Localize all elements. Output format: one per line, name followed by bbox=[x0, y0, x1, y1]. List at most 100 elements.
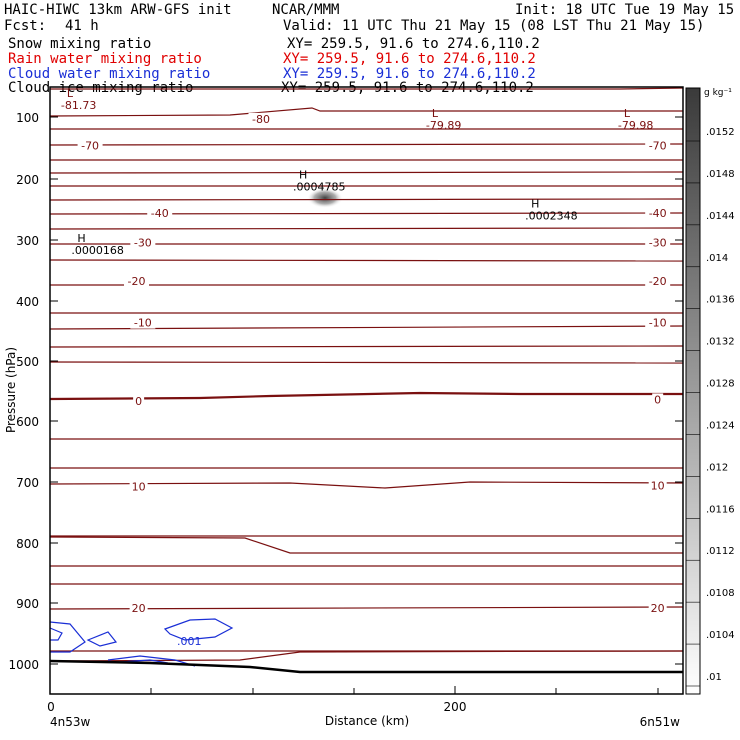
field-cloudwater-name: Cloud water mixing ratio bbox=[8, 66, 211, 82]
y-tick-label: 900 bbox=[16, 597, 39, 611]
isotherm-contour bbox=[49, 212, 684, 215]
field-snow-name: Snow mixing ratio bbox=[8, 36, 152, 52]
contour-label-background bbox=[124, 274, 150, 287]
extrema-labels: L-81.73L-79.89L-79.98H.0004785H.0002348H… bbox=[61, 87, 654, 257]
temperature-contour-label: 20 bbox=[132, 602, 146, 615]
cloud-ice-maximum-shading bbox=[307, 188, 343, 208]
temperature-contour-label: -40 bbox=[649, 207, 667, 220]
temperature-contour-label: -70 bbox=[649, 140, 667, 153]
isotherm-contour bbox=[49, 391, 683, 401]
colorbar-tick-label: .0132 bbox=[706, 337, 735, 348]
contour-label-background bbox=[652, 393, 664, 406]
contour-label-background bbox=[130, 316, 156, 329]
cloud-water-contour bbox=[49, 627, 63, 641]
x-tick-label: 200 bbox=[444, 700, 467, 714]
isotherm-contour bbox=[49, 107, 683, 117]
temperature-contour-label: 10 bbox=[132, 480, 146, 493]
contour-label-background bbox=[645, 207, 671, 220]
colorbar-tick-label: .0136 bbox=[706, 295, 735, 306]
isotherm-contour bbox=[49, 606, 684, 610]
isotherm-contour bbox=[49, 481, 684, 489]
colorbar-tick-label: .0108 bbox=[706, 588, 735, 599]
temperature-contour-labels: -80 -70 -70 -40 -40 -30 -30 -20 -20 -10 -10 0 0 10 10 2… bbox=[77, 112, 671, 615]
y-axis-title: Pressure (hPa) bbox=[4, 347, 18, 433]
contour-label-background bbox=[645, 316, 671, 329]
temperature-contour-label: -20 bbox=[128, 275, 146, 288]
cloud-water-label-group: .001 bbox=[177, 635, 202, 648]
terrain-surface-line bbox=[49, 659, 683, 674]
plot-frame bbox=[49, 86, 684, 695]
temperature-contour-label: -30 bbox=[134, 236, 152, 249]
x-end-location: 6n51w bbox=[640, 715, 681, 729]
y-tick-label: 1000 bbox=[8, 658, 39, 672]
low-marker: L bbox=[67, 87, 74, 100]
colorbar-ticks: .0152 .0148 .0144 .014 .0136 .0132 .0128 .0124.… bbox=[686, 127, 735, 687]
contour-label-background bbox=[648, 479, 667, 492]
low-marker: L bbox=[432, 107, 439, 120]
init-time: Init: 18 UTC Tue 19 May 15 bbox=[515, 2, 735, 18]
temperature-contour-label: 10 bbox=[651, 480, 665, 493]
y-tick-labels: 100 200 300 400 500 600 700 800 900 1000 bbox=[8, 111, 39, 672]
forecast-hours: 41 h bbox=[65, 18, 99, 34]
cloud-water-contour bbox=[86, 631, 118, 647]
extremum-value: .0004785 bbox=[293, 180, 346, 193]
cloud-water-contour bbox=[119, 659, 169, 664]
colorbar-tick-label: .0152 bbox=[706, 127, 735, 138]
colorbar-tick-label: .014 bbox=[706, 253, 728, 264]
colorbar-tick-label: .01 bbox=[706, 672, 722, 683]
extremum-value: -79.89 bbox=[426, 119, 461, 132]
high-marker: H bbox=[77, 232, 85, 245]
y-tick-label: 600 bbox=[16, 415, 39, 429]
colorbar-tick-label: .0128 bbox=[706, 379, 735, 390]
field-rain-name: Rain water mixing ratio bbox=[8, 51, 202, 67]
temperature-contour-label: -30 bbox=[649, 236, 667, 249]
contour-label-background bbox=[645, 274, 671, 287]
contour-label-background bbox=[129, 480, 148, 493]
temperature-contour-label: -80 bbox=[252, 113, 270, 126]
high-marker: H bbox=[531, 198, 539, 211]
colorbar-tick-label: .012 bbox=[706, 462, 728, 473]
y-tick-label: 400 bbox=[16, 295, 39, 309]
y-tick-label: 800 bbox=[16, 537, 39, 551]
temperature-contour-label: -40 bbox=[151, 207, 169, 220]
y-tick-label: 700 bbox=[16, 476, 39, 490]
temperature-contour-label: -70 bbox=[81, 140, 99, 153]
isotherm-contour bbox=[49, 259, 684, 262]
temperature-contour-label: 0 bbox=[135, 395, 142, 408]
colorbar: g kg⁻¹ .0152 .0148 .0144 .014 .0136 .0132 .012… bbox=[685, 87, 735, 695]
temperature-contour-label: -10 bbox=[134, 317, 152, 330]
temperature-contour-label: 20 bbox=[651, 602, 665, 615]
cloud-water-contour bbox=[107, 655, 196, 667]
cloud-water-contour bbox=[163, 618, 234, 641]
low-marker: L bbox=[624, 107, 631, 120]
axis-ticks bbox=[49, 116, 683, 694]
colorbar-gradient bbox=[685, 87, 701, 695]
temperature-contour-label: -10 bbox=[649, 317, 667, 330]
temperature-contour-label: -20 bbox=[649, 275, 667, 288]
x-tick-label: 0 bbox=[47, 700, 55, 714]
isotherm-contour bbox=[49, 227, 684, 230]
colorbar-tick-label: .0124 bbox=[706, 420, 735, 431]
colorbar-tick-label: .0104 bbox=[706, 630, 735, 641]
model-title: HAIC-HIWC 13km ARW-GFS init bbox=[4, 2, 232, 18]
field-cloudice-xy: XY= 259.5, 91.6 to 274.6,110.2 bbox=[281, 80, 534, 96]
org-label: NCAR/MMM bbox=[272, 2, 340, 18]
y-tick-label: 100 bbox=[16, 111, 39, 125]
isotherm-contour bbox=[49, 171, 684, 174]
colorbar-unit: g kg⁻¹ bbox=[704, 88, 732, 98]
extremum-value: -79.98 bbox=[618, 119, 653, 132]
extremum-value: .0000168 bbox=[71, 244, 124, 257]
x-start-location: 4n53w bbox=[50, 715, 91, 729]
forecast-label: Fcst: bbox=[4, 18, 47, 34]
isotherm-contour bbox=[49, 345, 684, 348]
cloud-water-contours bbox=[49, 618, 234, 667]
y-tick-label: 300 bbox=[16, 234, 39, 248]
field-cloudice-name: Cloud ice mixing ratio bbox=[8, 80, 194, 96]
isotherm-contour bbox=[49, 198, 684, 201]
extremum-value: .0002348 bbox=[525, 210, 578, 223]
contour-label-background bbox=[648, 601, 667, 614]
colorbar-tick-label: .0116 bbox=[706, 504, 735, 515]
contour-label-background bbox=[133, 395, 145, 408]
valid-time: Valid: 11 UTC Thu 21 May 15 (08 LST Thu … bbox=[283, 18, 705, 34]
contour-label-background bbox=[645, 236, 671, 249]
